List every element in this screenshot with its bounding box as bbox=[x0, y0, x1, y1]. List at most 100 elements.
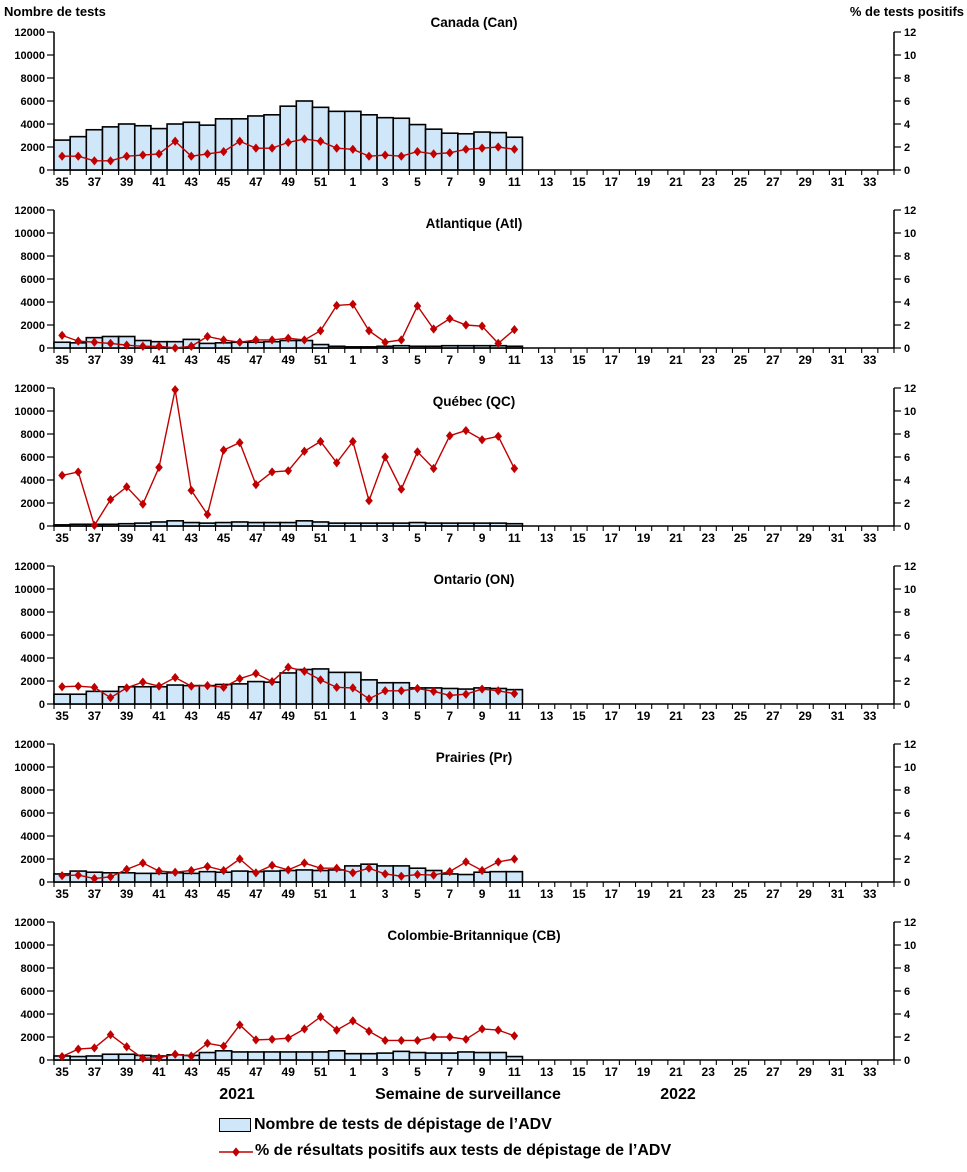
diamond-marker bbox=[90, 156, 99, 166]
bar bbox=[117, 123, 136, 171]
x-axis-label: 39 bbox=[120, 531, 134, 545]
y-axis-right-label: 8 bbox=[904, 429, 910, 441]
diamond-marker bbox=[139, 150, 147, 160]
y-axis-right-label: 8 bbox=[904, 73, 910, 85]
bar bbox=[247, 680, 265, 705]
y-axis-right-label: 0 bbox=[904, 1055, 910, 1067]
diamond-marker bbox=[510, 1031, 519, 1041]
x-axis-label: 31 bbox=[831, 709, 845, 723]
y-axis-right-label: 4 bbox=[904, 653, 911, 665]
x-axis-label: 51 bbox=[314, 353, 328, 367]
diamond-marker bbox=[462, 857, 470, 867]
bar bbox=[53, 524, 71, 527]
diamond-marker bbox=[349, 144, 357, 154]
bar bbox=[440, 522, 459, 527]
x-axis-label: 47 bbox=[249, 353, 263, 367]
diamond-marker bbox=[316, 1012, 325, 1022]
x-axis-label: 5 bbox=[414, 175, 421, 189]
x-axis-label: 9 bbox=[479, 1065, 486, 1079]
bar bbox=[166, 684, 185, 705]
x-axis-label: 23 bbox=[702, 1065, 716, 1079]
diamond-marker bbox=[300, 335, 309, 345]
x-axis-label: 19 bbox=[637, 353, 651, 367]
x-axis-label: 11 bbox=[508, 353, 521, 367]
y-axis-left-label: 12000 bbox=[14, 917, 45, 929]
panel-cb: Colombie-Britannique (CB)020004000600080… bbox=[14, 917, 916, 1079]
bar bbox=[505, 522, 524, 527]
diamond-marker bbox=[90, 337, 99, 347]
bar bbox=[230, 870, 249, 883]
x-axis-label: 37 bbox=[88, 887, 102, 901]
x-axis-label: 17 bbox=[605, 1065, 619, 1079]
diamond-marker bbox=[187, 1051, 196, 1061]
bar bbox=[198, 522, 217, 527]
diamond-marker bbox=[187, 341, 196, 351]
diamond-marker bbox=[122, 340, 131, 350]
x-axis-label: 51 bbox=[314, 887, 328, 901]
diamond-marker bbox=[445, 314, 454, 324]
x-axis-label: 23 bbox=[702, 887, 716, 901]
diamond-marker bbox=[171, 136, 179, 146]
y-axis-right-label: 2 bbox=[904, 142, 910, 154]
y-axis-right-label: 12 bbox=[904, 383, 916, 395]
x-axis-label: 33 bbox=[863, 887, 877, 901]
y-axis-left-label: 4000 bbox=[21, 653, 45, 665]
tests-bars bbox=[53, 100, 524, 171]
x-axis-label: 43 bbox=[185, 709, 199, 723]
y-axis-right-label: 6 bbox=[904, 986, 910, 998]
diamond-marker bbox=[171, 672, 179, 683]
y-axis-right-label: 0 bbox=[904, 521, 910, 533]
bar bbox=[247, 521, 265, 527]
bar bbox=[101, 523, 120, 527]
panel-title: Colombie-Britannique (CB) bbox=[387, 928, 560, 943]
diamond-marker bbox=[203, 149, 212, 159]
bar bbox=[392, 117, 411, 171]
x-axis-label: 11 bbox=[508, 531, 521, 545]
diamond-marker bbox=[268, 335, 276, 345]
y-axis-left-label: 4000 bbox=[21, 119, 45, 131]
diamond-marker bbox=[462, 1034, 470, 1044]
panel-title: Atlantique (Atl) bbox=[426, 216, 523, 231]
left-axis-title: Nombre de tests bbox=[4, 4, 106, 19]
x-axis-footer: 2021 Semaine de surveillance 2022 bbox=[0, 1086, 967, 1110]
diamond-marker bbox=[90, 682, 99, 692]
diamond-marker bbox=[300, 446, 309, 456]
x-axis-label: 45 bbox=[217, 531, 231, 545]
diamond-marker bbox=[203, 509, 212, 520]
y-axis-right-label: 6 bbox=[904, 630, 910, 642]
y-axis-left-label: 8000 bbox=[21, 429, 45, 441]
panel-title: Canada (Can) bbox=[430, 15, 517, 30]
y-axis-left-label: 0 bbox=[39, 521, 45, 533]
diamond-marker bbox=[332, 143, 341, 153]
x-axis-label: 21 bbox=[669, 353, 683, 367]
x-axis-label: 15 bbox=[572, 175, 586, 189]
diamond-marker bbox=[268, 1034, 276, 1044]
x-axis-label: 35 bbox=[55, 175, 69, 189]
x-axis-label: 31 bbox=[831, 175, 845, 189]
bar bbox=[133, 124, 152, 171]
diamond-marker bbox=[494, 857, 503, 867]
bar bbox=[198, 1051, 217, 1061]
x-axis-label: 37 bbox=[88, 709, 102, 723]
diamond-marker bbox=[332, 863, 341, 873]
diamond-marker bbox=[58, 151, 66, 161]
diamond-marker bbox=[219, 682, 228, 692]
diamond-marker bbox=[478, 435, 486, 445]
x-axis-label: 43 bbox=[185, 175, 199, 189]
diamond-marker bbox=[284, 1033, 293, 1043]
x-axis-label: 1 bbox=[350, 531, 357, 545]
bar bbox=[263, 870, 281, 883]
x-axis-label: 31 bbox=[831, 353, 845, 367]
tests-bars bbox=[53, 1050, 524, 1061]
y-axis-right-label: 2 bbox=[904, 498, 910, 510]
x-axis-label: 11 bbox=[508, 709, 521, 723]
x-axis-label: 49 bbox=[282, 1065, 296, 1079]
x-axis-label: 43 bbox=[185, 531, 199, 545]
panel-atl: Atlantique (Atl)020004000600080001000012… bbox=[14, 205, 916, 367]
y-axis-right-label: 4 bbox=[904, 297, 911, 309]
y-axis-right-label: 10 bbox=[904, 406, 916, 418]
diamond-marker bbox=[139, 1053, 147, 1063]
y-axis-left-label: 4000 bbox=[21, 297, 45, 309]
bar bbox=[457, 522, 475, 527]
x-axis-label: 13 bbox=[540, 887, 554, 901]
